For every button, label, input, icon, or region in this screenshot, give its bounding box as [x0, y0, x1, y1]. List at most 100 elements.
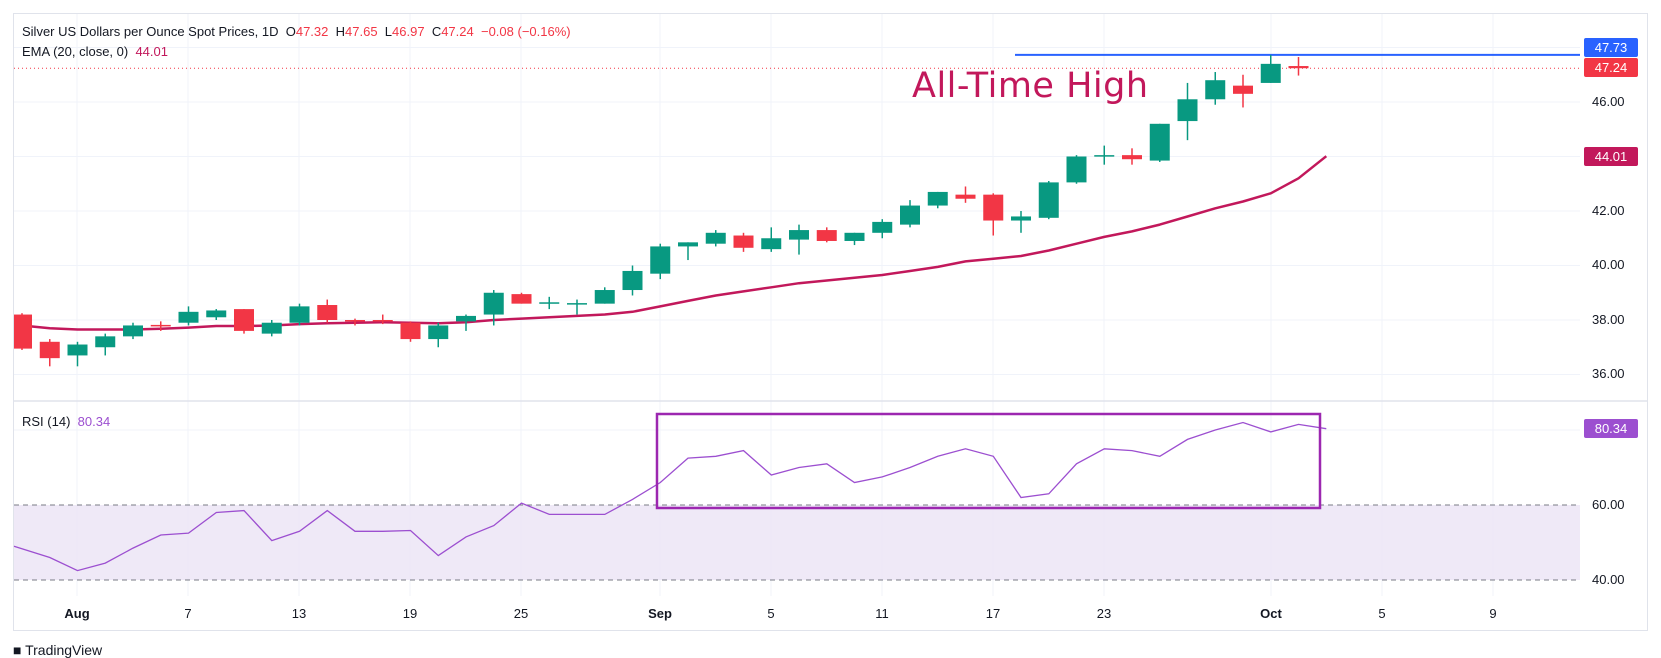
candle-body — [900, 205, 920, 225]
candle[interactable] — [1177, 82, 1198, 141]
open-value: 47.32 — [295, 24, 329, 39]
price-tick: 36.00 — [1592, 366, 1625, 381]
candle[interactable] — [1094, 145, 1115, 165]
ema-price-tag: 44.01 — [1584, 147, 1638, 166]
candle[interactable] — [1288, 57, 1309, 76]
candle-body — [1122, 155, 1142, 160]
time-axis-label: 11 — [875, 606, 889, 621]
candle[interactable] — [178, 306, 199, 326]
rsi-highlight-box — [655, 412, 1322, 510]
candle-body — [67, 344, 88, 356]
candle[interactable] — [539, 296, 560, 310]
candle-body — [39, 341, 60, 359]
time-axis-label: Aug — [64, 606, 90, 621]
candle[interactable] — [622, 265, 643, 296]
candle-body — [289, 306, 310, 323]
candle-body — [567, 303, 587, 305]
candle[interactable] — [456, 314, 476, 331]
candle[interactable] — [150, 321, 171, 331]
time-axis-label: 9 — [1489, 606, 1497, 621]
candle[interactable] — [594, 287, 615, 304]
rsi-value-tag: 80.34 — [1584, 419, 1638, 438]
high-label: H — [335, 24, 346, 39]
candle[interactable] — [483, 290, 504, 326]
price-tick: 40.00 — [1592, 257, 1625, 272]
candle-body — [1233, 85, 1253, 94]
candle-body — [234, 309, 254, 331]
candle-body — [1094, 155, 1115, 157]
open-label: O — [285, 24, 296, 39]
low-label: L — [384, 24, 393, 39]
candle[interactable] — [678, 242, 698, 261]
candle-body — [1149, 123, 1170, 161]
candle[interactable] — [289, 303, 310, 326]
candle[interactable] — [650, 243, 671, 280]
candle-body — [622, 270, 643, 291]
candle[interactable] — [1260, 54, 1281, 83]
rsi-tick: 40.00 — [1592, 572, 1625, 587]
price-tick: 42.00 — [1592, 203, 1625, 218]
candle[interactable] — [1122, 148, 1142, 165]
candle[interactable] — [1149, 123, 1170, 162]
candle[interactable] — [733, 232, 754, 252]
candle[interactable] — [844, 232, 865, 246]
candle[interactable] — [900, 200, 920, 228]
candle-body — [539, 302, 560, 304]
candle[interactable] — [872, 219, 893, 239]
candle-body — [261, 322, 282, 334]
ema-line — [21, 155, 1328, 331]
candle[interactable] — [705, 230, 726, 247]
candle[interactable] — [789, 224, 809, 255]
candle[interactable] — [1066, 155, 1087, 184]
candle-body — [872, 221, 893, 233]
tradingview-logo-icon: ■ — [13, 642, 22, 658]
candle[interactable] — [927, 191, 948, 209]
candle[interactable] — [428, 322, 449, 348]
candle-body — [206, 310, 227, 318]
time-axis-label: 25 — [513, 606, 529, 621]
candle[interactable] — [123, 322, 143, 340]
candle[interactable] — [567, 299, 587, 315]
candle[interactable] — [983, 193, 1004, 236]
candle[interactable] — [39, 339, 60, 367]
candle[interactable] — [400, 321, 421, 342]
tradingview-logo[interactable]: ■ TradingView — [13, 642, 103, 658]
symbol-legend[interactable]: Silver US Dollars per Ounce Spot Prices,… — [22, 24, 571, 39]
candle-body — [650, 246, 671, 274]
ema-legend[interactable]: EMA (20, close, 0) 44.01 — [22, 44, 168, 59]
high-value: 47.65 — [345, 24, 378, 39]
candle-body — [123, 325, 143, 337]
time-axis-label: 5 — [767, 606, 775, 621]
rsi-line — [13, 421, 1327, 572]
rsi-legend[interactable]: RSI (14) 80.34 — [22, 414, 110, 429]
candle[interactable] — [1038, 181, 1059, 220]
candle-body — [733, 235, 754, 248]
candle[interactable] — [234, 309, 254, 334]
change-value: −0.08 (−0.16%) — [480, 24, 571, 39]
candle-body — [483, 292, 504, 315]
candle[interactable] — [372, 314, 393, 325]
candle[interactable] — [1205, 72, 1226, 105]
candle-body — [14, 314, 32, 349]
candle[interactable] — [955, 186, 976, 203]
candle[interactable] — [261, 320, 282, 337]
low-value: 46.97 — [392, 24, 425, 39]
candle-body — [372, 320, 393, 322]
candle-body — [761, 238, 782, 250]
ath-price-tag: 47.73 — [1584, 38, 1638, 57]
candle[interactable] — [14, 313, 32, 350]
candle[interactable] — [816, 227, 837, 243]
candle[interactable] — [206, 309, 227, 320]
candle[interactable] — [317, 299, 338, 323]
candle[interactable] — [511, 292, 532, 304]
candle[interactable] — [1011, 211, 1031, 233]
time-axis-label: 7 — [184, 606, 192, 621]
candle[interactable] — [95, 333, 116, 356]
candle[interactable] — [345, 318, 365, 326]
candle[interactable] — [1233, 74, 1253, 108]
candle[interactable] — [67, 341, 88, 367]
candle[interactable] — [761, 227, 782, 252]
candle-body — [816, 230, 837, 241]
time-axis-label: 13 — [291, 606, 307, 621]
